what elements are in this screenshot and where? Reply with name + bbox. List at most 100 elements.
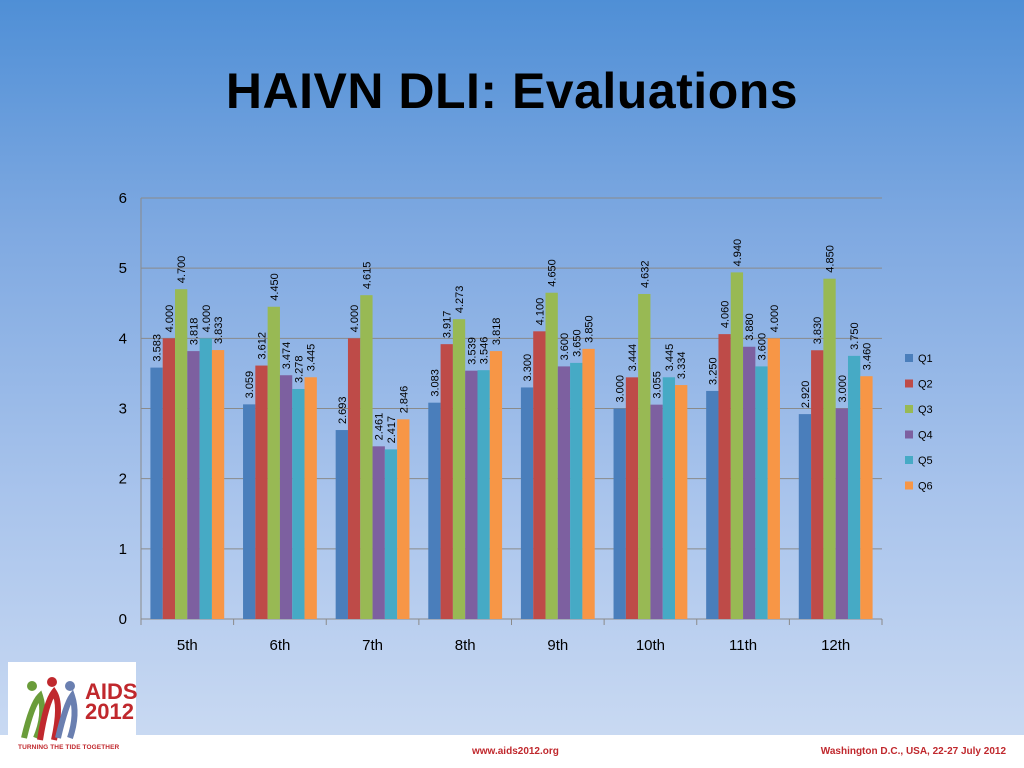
x-tick-label: 6th xyxy=(270,637,291,654)
data-label: 3.600 xyxy=(757,333,769,361)
data-label: 4.000 xyxy=(769,305,781,333)
data-label: 3.278 xyxy=(293,355,305,383)
bar xyxy=(243,404,256,619)
x-tick-label: 5th xyxy=(177,637,198,654)
data-label: 3.650 xyxy=(571,329,583,357)
data-label: 2.417 xyxy=(386,416,398,444)
legend-label: Q3 xyxy=(918,404,933,416)
slide-title: HAIVN DLI: Evaluations xyxy=(225,63,799,119)
legend-swatch xyxy=(905,481,913,490)
data-label: 4.700 xyxy=(176,256,188,284)
y-tick-label: 2 xyxy=(119,471,127,488)
logo-line-1: AIDS xyxy=(85,679,138,704)
bar xyxy=(706,390,719,619)
data-label: 3.059 xyxy=(244,371,256,399)
data-label: 3.612 xyxy=(256,332,268,360)
x-tick-label: 8th xyxy=(455,637,476,654)
bar xyxy=(175,289,188,619)
bar xyxy=(199,338,212,619)
bar xyxy=(187,351,200,619)
data-label: 4.940 xyxy=(732,239,744,267)
x-tick-label: 11th xyxy=(729,637,757,654)
data-label: 4.632 xyxy=(639,260,651,288)
data-label: 3.880 xyxy=(744,313,756,341)
data-label: 3.830 xyxy=(812,317,824,345)
bar xyxy=(767,338,780,619)
data-label: 4.850 xyxy=(825,245,837,273)
bar xyxy=(625,377,639,619)
data-label: 3.444 xyxy=(627,344,639,372)
bar xyxy=(267,306,280,619)
bar xyxy=(279,375,293,619)
bar xyxy=(755,366,768,619)
bar xyxy=(743,346,756,619)
y-tick-label: 0 xyxy=(119,611,127,628)
bar xyxy=(557,366,571,619)
bar xyxy=(847,355,861,619)
bar xyxy=(860,376,873,619)
legend-swatch xyxy=(905,354,913,362)
data-label: 3.445 xyxy=(664,344,676,372)
bar xyxy=(162,338,176,619)
data-label: 3.917 xyxy=(442,311,454,339)
data-label: 3.300 xyxy=(522,354,534,382)
y-tick-label: 1 xyxy=(119,541,127,558)
bar xyxy=(292,388,305,619)
bar xyxy=(823,278,836,619)
data-label: 3.539 xyxy=(466,337,478,365)
legend-label: Q2 xyxy=(918,379,933,391)
bar xyxy=(347,338,361,619)
bar xyxy=(811,350,824,619)
data-label: 3.750 xyxy=(849,322,861,350)
bar xyxy=(489,351,503,619)
bar xyxy=(335,430,348,619)
data-label: 3.818 xyxy=(188,318,200,346)
x-tick-label: 7th xyxy=(362,637,383,654)
data-label: 3.818 xyxy=(491,318,503,346)
x-tick-label: 12th xyxy=(821,637,850,654)
bar xyxy=(440,344,453,619)
legend-label: Q1 xyxy=(918,353,933,365)
data-label: 2.920 xyxy=(800,381,812,409)
bar xyxy=(255,365,268,619)
bar xyxy=(397,419,410,619)
data-label: 4.000 xyxy=(349,305,361,333)
y-tick-label: 3 xyxy=(119,401,127,418)
bar xyxy=(582,348,595,619)
y-tick-label: 6 xyxy=(119,190,127,207)
footer-url[interactable]: www.aids2012.org xyxy=(472,746,559,757)
bar xyxy=(570,362,583,619)
data-label: 3.445 xyxy=(306,344,318,372)
data-label: 3.474 xyxy=(281,342,293,370)
data-label: 3.600 xyxy=(559,333,571,361)
data-label: 4.000 xyxy=(201,305,213,333)
legend-label: Q5 xyxy=(918,455,933,467)
legend-swatch xyxy=(905,430,913,439)
bar xyxy=(211,350,225,619)
data-label: 3.083 xyxy=(429,369,441,397)
logo-line-2: 2012 xyxy=(85,699,134,724)
data-label: 4.100 xyxy=(534,298,546,326)
bar xyxy=(372,446,385,619)
data-label: 4.650 xyxy=(547,259,559,287)
logo-tagline: TURNING THE TIDE TOGETHER xyxy=(18,744,120,751)
data-label: 3.000 xyxy=(837,375,849,403)
bar xyxy=(520,387,534,619)
x-tick-label: 10th xyxy=(636,637,665,654)
bar xyxy=(533,331,546,619)
data-label: 3.250 xyxy=(707,357,719,385)
data-label: 4.273 xyxy=(454,286,466,314)
data-label: 2.693 xyxy=(337,397,349,425)
bar xyxy=(304,377,317,619)
bar xyxy=(662,377,676,619)
data-label: 3.850 xyxy=(584,315,596,343)
data-label: 3.583 xyxy=(152,334,164,362)
data-label: 3.000 xyxy=(615,375,627,403)
bar xyxy=(545,292,558,619)
bar xyxy=(477,370,490,619)
data-label: 3.055 xyxy=(652,371,664,399)
bar xyxy=(638,293,651,619)
data-label: 4.615 xyxy=(361,262,373,290)
data-label: 3.334 xyxy=(676,352,688,380)
